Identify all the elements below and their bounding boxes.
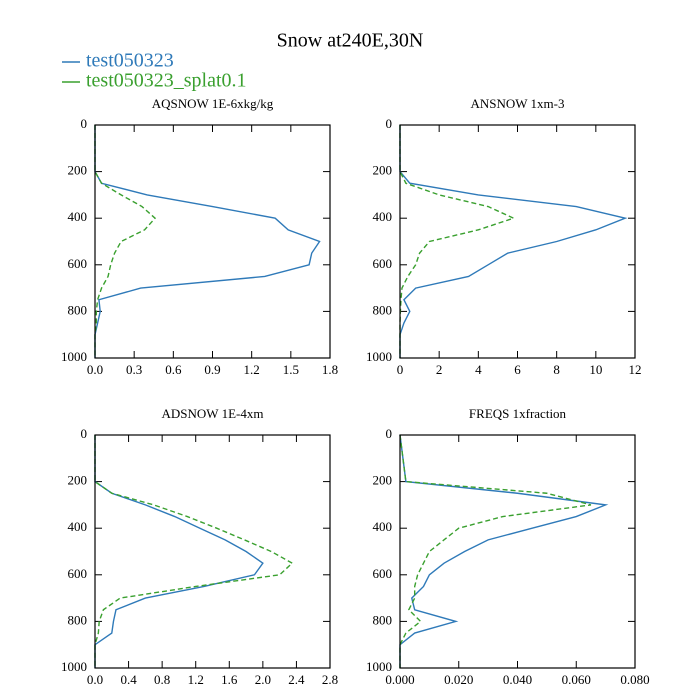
x-tick-label: 2: [436, 362, 443, 377]
y-tick-label: 400: [373, 209, 393, 224]
profile-line: [399, 125, 628, 358]
y-tick-label: 1000: [61, 659, 87, 674]
x-tick-label: 0.060: [562, 672, 591, 687]
x-tick-label: 12: [629, 362, 642, 377]
y-tick-label: 1000: [366, 349, 392, 364]
x-tick-label: 0: [397, 362, 404, 377]
x-tick-label: 0.8: [154, 672, 170, 687]
x-tick-label: 1.2: [188, 672, 204, 687]
y-tick-label: 1000: [61, 349, 87, 364]
y-tick-label: 800: [373, 612, 393, 627]
x-tick-label: 0.020: [444, 672, 473, 687]
x-tick-label: 6: [514, 362, 521, 377]
x-tick-label: 0.040: [503, 672, 532, 687]
x-tick-label: 2.4: [288, 672, 305, 687]
y-tick-label: 200: [373, 163, 393, 178]
y-tick-label: 200: [68, 473, 88, 488]
x-tick-label: 0.0: [87, 672, 103, 687]
y-tick-label: 600: [373, 256, 393, 271]
legend-label: test050323_splat0.1: [86, 70, 247, 92]
x-tick-label: 0.3: [126, 362, 142, 377]
y-tick-label: 200: [68, 163, 88, 178]
profile-line: [94, 435, 264, 668]
plot-frame: [399, 434, 636, 669]
y-tick-label: 400: [68, 209, 88, 224]
y-tick-label: 600: [373, 566, 393, 581]
x-tick-label: 1.6: [221, 672, 238, 687]
x-tick-label: 2.0: [255, 672, 271, 687]
x-tick-label: 10: [589, 362, 602, 377]
x-tick-label: 1.8: [322, 362, 338, 377]
x-tick-label: 0.6: [165, 362, 182, 377]
x-tick-label: 0.4: [120, 672, 137, 687]
panel-title: ANSNOW 1xm-3: [470, 96, 564, 111]
x-tick-label: 2.8: [322, 672, 338, 687]
plot-frame: [94, 124, 331, 359]
panel-title: ADSNOW 1E-4xm: [162, 406, 264, 421]
y-tick-label: 400: [373, 519, 393, 534]
y-tick-label: 600: [68, 566, 88, 581]
profile-line: [94, 435, 294, 668]
y-tick-label: 400: [68, 519, 88, 534]
y-tick-label: 0: [386, 116, 393, 131]
plot-frame: [399, 124, 636, 359]
x-tick-label: 0.0: [87, 362, 103, 377]
y-tick-label: 0: [81, 426, 88, 441]
x-tick-label: 1.2: [244, 362, 260, 377]
y-tick-label: 800: [68, 302, 88, 317]
profile-line: [399, 434, 592, 668]
y-tick-label: 0: [386, 426, 393, 441]
y-tick-label: 800: [373, 302, 393, 317]
x-tick-label: 0.000: [385, 672, 414, 687]
y-tick-label: 200: [373, 473, 393, 488]
y-tick-label: 0: [81, 116, 88, 131]
x-tick-label: 0.9: [204, 362, 220, 377]
x-tick-label: 8: [553, 362, 560, 377]
y-tick-label: 600: [68, 256, 88, 271]
panel-title: AQSNOW 1E-6xkg/kg: [152, 96, 274, 111]
profile-line: [94, 125, 321, 358]
x-tick-label: 0.080: [620, 672, 649, 687]
y-tick-label: 1000: [366, 659, 392, 674]
x-tick-label: 4: [475, 362, 482, 377]
y-tick-label: 800: [68, 612, 88, 627]
legend-label: test050323: [86, 50, 174, 72]
plot-frame: [94, 434, 331, 669]
profile-line: [94, 125, 157, 358]
figure-title: Snow at240E,30N: [277, 30, 424, 52]
panel-title: FREQS 1xfraction: [469, 406, 567, 421]
x-tick-label: 1.5: [283, 362, 299, 377]
profile-line: [399, 125, 516, 358]
